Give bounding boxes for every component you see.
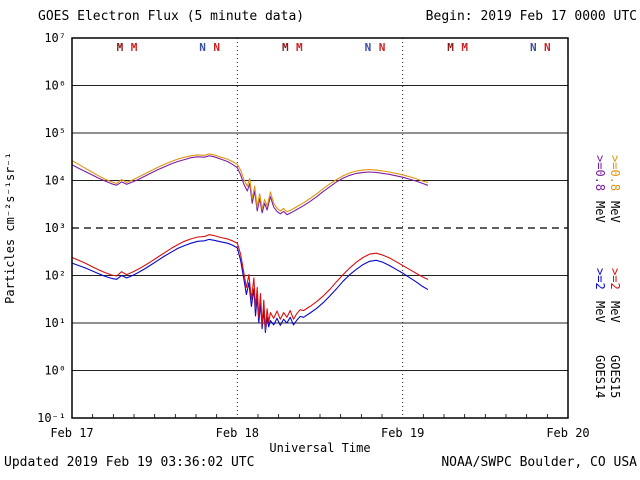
- flux-trace-goes14-2MeV: [71, 238, 429, 334]
- legend-goes14-unit-2: MeV: [593, 301, 607, 323]
- x-axis-label: Universal Time: [269, 441, 370, 455]
- time-marker-M: M: [282, 41, 289, 54]
- legend-goes15-unit-2: MeV: [608, 301, 622, 323]
- y-tick-label: 10⁶: [44, 79, 66, 93]
- x-tick-label: Feb 17: [50, 426, 93, 440]
- legend-goes14-energy-2: >=2: [593, 268, 607, 290]
- y-axis-label: Particles cm⁻²s⁻¹sr⁻¹: [3, 152, 17, 304]
- x-tick-label: Feb 20: [546, 426, 589, 440]
- time-marker-M: M: [117, 41, 124, 54]
- time-marker-M: M: [131, 41, 138, 54]
- legend-goes15-unit-0p8: MeV: [608, 201, 622, 223]
- time-marker-N: N: [213, 41, 220, 54]
- x-tick-label: Feb 18: [216, 426, 259, 440]
- plot-area: 10⁻¹ 10⁰ 10¹ 10² 10³ 10⁴ 10⁵ 10⁶ 10⁷ Feb 17 Feb 18…: [37, 31, 590, 440]
- source-label: NOAA/SWPC Boulder, CO USA: [441, 455, 637, 470]
- legend-goes15-energy-0p8: >=0.8: [608, 155, 622, 191]
- y-tick-label: 10³: [44, 221, 66, 235]
- time-marker-M: M: [296, 41, 303, 54]
- legend-goes14-unit-0p8: MeV: [593, 201, 607, 223]
- begin-timestamp: Begin: 2019 Feb 17 0000 UTC: [426, 9, 637, 24]
- time-marker-N: N: [199, 41, 206, 54]
- plot-border: [71, 37, 569, 419]
- y-tick-label: 10⁻¹: [37, 411, 66, 425]
- y-tick-label: 10²: [44, 269, 66, 283]
- time-marker-M: M: [447, 41, 454, 54]
- time-marker-N: N: [530, 41, 537, 54]
- y-tick-label: 10⁵: [44, 126, 66, 140]
- updated-timestamp: Updated 2019 Feb 19 03:36:02 UTC: [4, 455, 254, 470]
- legend-goes15-energy-2: >=2: [608, 268, 622, 290]
- y-tick-label: 10⁰: [44, 364, 66, 378]
- y-tick-label: 10⁷: [44, 31, 66, 45]
- x-tick-label: Feb 19: [381, 426, 424, 440]
- time-marker-M: M: [461, 41, 468, 54]
- flux-trace-goes15-0.8MeV: [71, 153, 429, 213]
- legend-goes14-energy-0p8: >=0.8: [593, 155, 607, 191]
- flux-trace-goes15-2MeV: [71, 234, 429, 331]
- legend-goes14-name: GOES14: [593, 355, 607, 398]
- time-marker-N: N: [544, 41, 551, 54]
- legend-goes15-name: GOES15: [608, 355, 622, 398]
- chart-title: GOES Electron Flux (5 minute data): [38, 9, 304, 24]
- time-marker-N: N: [379, 41, 386, 54]
- y-tick-label: 10⁴: [44, 174, 66, 188]
- y-tick-label: 10¹: [44, 316, 66, 330]
- time-marker-N: N: [365, 41, 372, 54]
- flux-trace-goes14-0.8MeV: [71, 155, 429, 216]
